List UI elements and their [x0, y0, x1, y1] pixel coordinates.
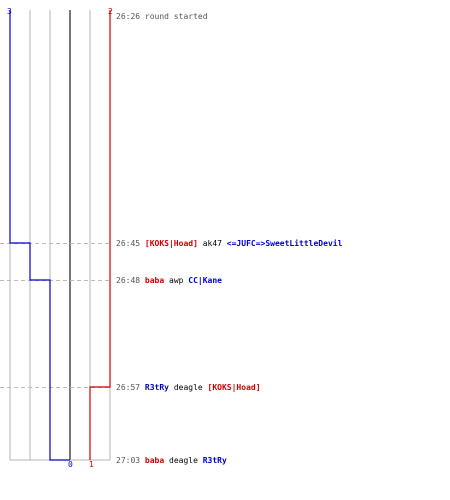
event-entry: 26:57 R3tRy deagle [KOKS|Hoad] [116, 383, 261, 392]
event-time: 27:03 [116, 456, 145, 465]
event-time: 26:48 [116, 276, 145, 285]
event-time: 26:26 [116, 12, 145, 21]
event-divider-lines [0, 243, 112, 388]
score-labels: 3 2 0 1 [7, 7, 113, 469]
weapon-name: awp [169, 276, 188, 285]
event-entry: 27:03 baba deagle R3tRy [116, 456, 227, 465]
player-name: [KOKS|Hoad] [145, 239, 203, 248]
event-entry: 26:45 [KOKS|Hoad] ak47 <=JUFC=>SweetLitt… [116, 238, 343, 248]
blue-start-score: 3 [7, 7, 12, 16]
red-end-score: 1 [89, 460, 94, 469]
event-time: 26:45 [116, 239, 145, 248]
event-time: 26:57 [116, 383, 145, 392]
player-name: <=JUFC=>SweetLittleDevil [227, 238, 343, 248]
player-name: baba [145, 456, 169, 465]
player-name: baba [145, 276, 169, 285]
event-entry: 26:48 baba awp CC|Kane [116, 276, 222, 285]
event-log: 26:26 round started 26:45 [KOKS|Hoad] ak4… [116, 12, 343, 465]
blue-end-score: 0 [68, 460, 73, 469]
red-team-alive-line [89, 10, 111, 460]
player-name: R3tRy [145, 383, 174, 392]
player-name: [KOKS|Hoad] [208, 383, 261, 392]
weapon-name: ak47 [203, 239, 227, 248]
event-entry: 26:26 round started [116, 12, 208, 21]
weapon-name: deagle [169, 456, 203, 465]
team-alive-step-lines [9, 10, 111, 461]
event-message: round started [145, 12, 208, 21]
weapon-name: deagle [174, 383, 208, 392]
player-name: R3tRy [203, 456, 227, 465]
player-name: CC|Kane [188, 276, 222, 285]
grid-lines [9, 10, 111, 461]
red-start-score: 2 [108, 7, 113, 16]
blue-team-alive-line [9, 10, 70, 461]
